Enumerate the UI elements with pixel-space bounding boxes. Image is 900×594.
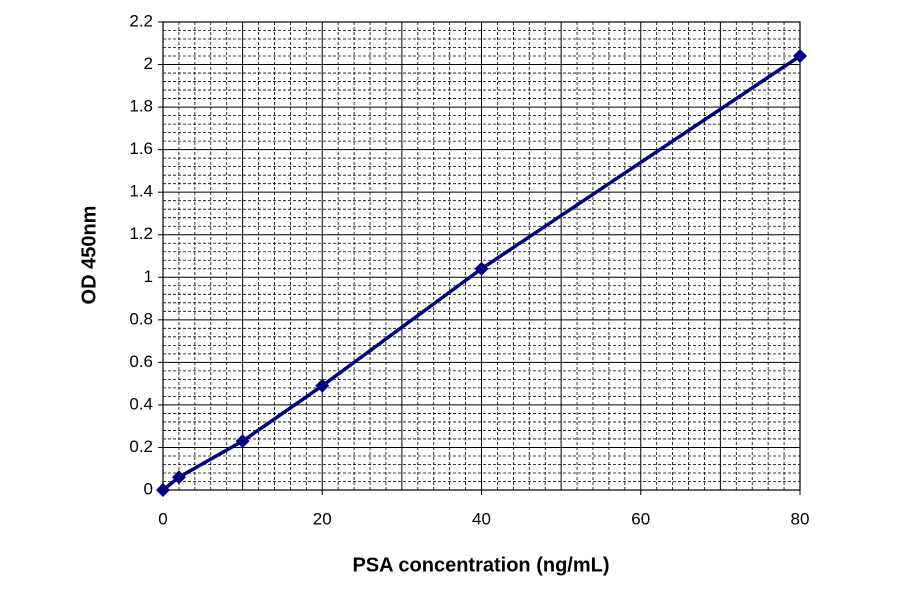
y-tick-label: 1.4 bbox=[129, 182, 153, 201]
x-axis-title: PSA concentration (ng/mL) bbox=[352, 554, 609, 576]
x-tick-label: 80 bbox=[791, 509, 810, 528]
data-marker bbox=[156, 483, 170, 497]
data-marker bbox=[235, 434, 250, 449]
y-tick-label: 0.2 bbox=[129, 437, 153, 456]
y-tick-label: 2.2 bbox=[129, 11, 153, 30]
y-tick-label: 1 bbox=[144, 267, 153, 286]
data-marker bbox=[171, 470, 186, 485]
y-tick-label: 0 bbox=[144, 479, 153, 498]
data-marker bbox=[315, 378, 330, 393]
data-marker bbox=[793, 49, 807, 64]
y-tick-label: 1.2 bbox=[129, 224, 153, 243]
x-tick-label: 0 bbox=[158, 509, 167, 528]
y-tick-label: 2 bbox=[144, 54, 153, 73]
y-tick-label: 0.8 bbox=[129, 309, 153, 328]
y-tick-label: 1.6 bbox=[129, 139, 153, 158]
x-tick-label: 60 bbox=[631, 509, 650, 528]
y-tick-label: 0.4 bbox=[129, 394, 153, 413]
x-tick-label: 20 bbox=[313, 509, 332, 528]
x-tick-label: 40 bbox=[472, 509, 491, 528]
y-axis-title: OD 450nm bbox=[78, 206, 100, 305]
y-tick-label: 0.6 bbox=[129, 352, 153, 371]
y-tick-label: 1.8 bbox=[129, 97, 153, 116]
plot-border bbox=[162, 21, 801, 491]
data-marker bbox=[474, 261, 489, 276]
